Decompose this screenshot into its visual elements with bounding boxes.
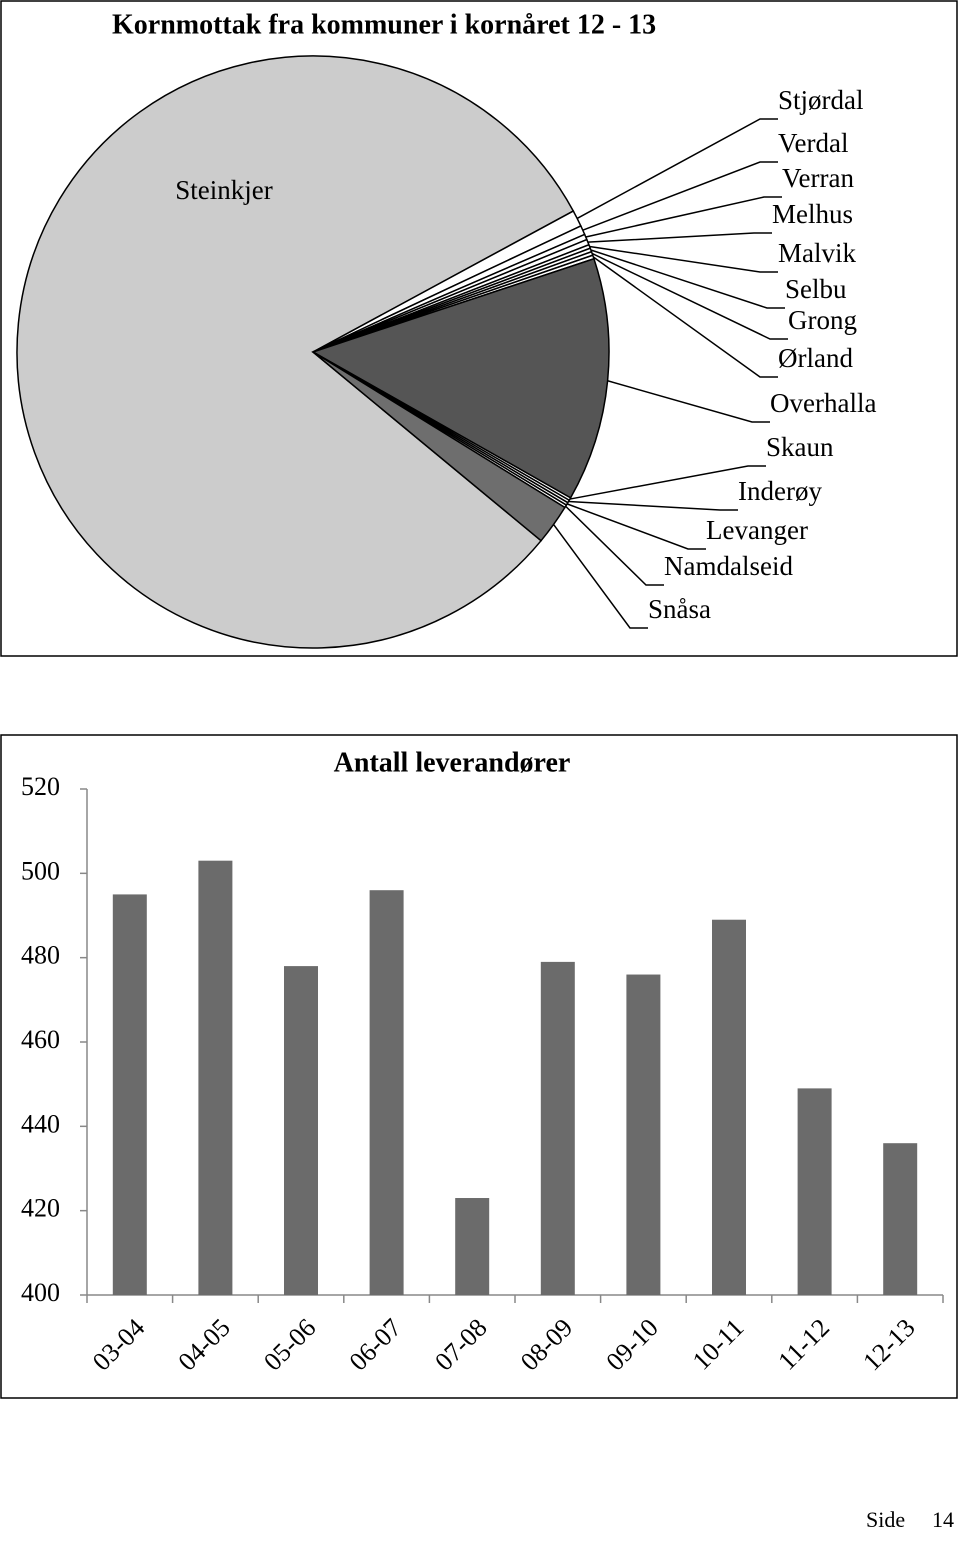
y-tick-label: 520: [21, 772, 60, 801]
bar: [369, 890, 404, 1295]
slice-label: Steinkjer: [175, 175, 272, 205]
leader-line: [576, 118, 778, 220]
leader-line: [566, 503, 706, 550]
leader-line: [568, 500, 738, 511]
slice-label: Verran: [782, 163, 854, 193]
leader-line: [589, 245, 778, 273]
bar: [455, 1198, 490, 1295]
bar: [540, 961, 575, 1295]
bar: [284, 966, 318, 1295]
leader-line: [592, 256, 778, 378]
slice-label: Snåsa: [648, 594, 711, 624]
x-tick-label: 04-05: [172, 1313, 235, 1376]
slice-label: Namdalseid: [664, 551, 793, 581]
slice-label: Levanger: [706, 515, 808, 545]
y-tick-label: 400: [21, 1278, 60, 1307]
y-tick-label: 440: [21, 1109, 60, 1138]
slice-label: Selbu: [785, 274, 847, 304]
leader-line: [587, 232, 772, 243]
x-tick-label: 05-06: [258, 1313, 321, 1376]
slice-label: Verdal: [778, 128, 848, 158]
leader-line: [552, 524, 648, 629]
bar: [883, 1143, 918, 1295]
slice-label: Skaun: [766, 432, 834, 462]
pie-title: Kornmottak fra kommuner i kornåret 12 - …: [112, 9, 656, 40]
pie-frame: [0, 0, 958, 657]
y-tick-label: 460: [21, 1025, 60, 1054]
x-tick-label: 09-10: [600, 1313, 663, 1376]
bar-frame: [0, 734, 958, 1399]
leader-line: [565, 505, 664, 586]
y-tick-label: 480: [21, 941, 60, 970]
pie-slice: [312, 351, 566, 542]
y-tick-label: 500: [21, 856, 60, 885]
y-tick-label: 420: [21, 1194, 60, 1223]
pie-slice: [311, 257, 610, 499]
footer-page: 14: [932, 1507, 954, 1532]
bar: [112, 894, 147, 1295]
slice-label: Inderøy: [738, 476, 822, 506]
x-tick-label: 06-07: [344, 1313, 407, 1376]
leader-line: [585, 196, 782, 238]
leader-line: [569, 465, 766, 500]
bar: [797, 1088, 832, 1295]
bar: [198, 860, 233, 1295]
x-tick-label: 12-13: [857, 1313, 920, 1376]
x-tick-label: 10-11: [687, 1313, 750, 1376]
slice-label: Ørland: [778, 343, 853, 373]
x-tick-label: 08-09: [515, 1313, 578, 1376]
leader-line: [607, 380, 770, 423]
bar: [626, 974, 661, 1295]
bar-title: Antall leverandører: [334, 747, 571, 778]
x-tick-label: 07-08: [429, 1313, 492, 1376]
footer-label: Side: [866, 1507, 905, 1532]
leader-line: [582, 161, 778, 231]
bar: [712, 919, 746, 1295]
slice-label: Grong: [788, 305, 857, 335]
slice-label: Overhalla: [770, 388, 876, 418]
x-tick-label: 11-12: [772, 1313, 835, 1376]
leader-line: [590, 249, 785, 309]
pie-slice: [16, 55, 575, 649]
slice-label: Melhus: [772, 199, 853, 229]
leader-line: [591, 252, 788, 340]
slice-label: Malvik: [778, 238, 856, 268]
x-tick-label: 03-04: [87, 1313, 150, 1376]
slice-label: Stjørdal: [778, 85, 864, 115]
